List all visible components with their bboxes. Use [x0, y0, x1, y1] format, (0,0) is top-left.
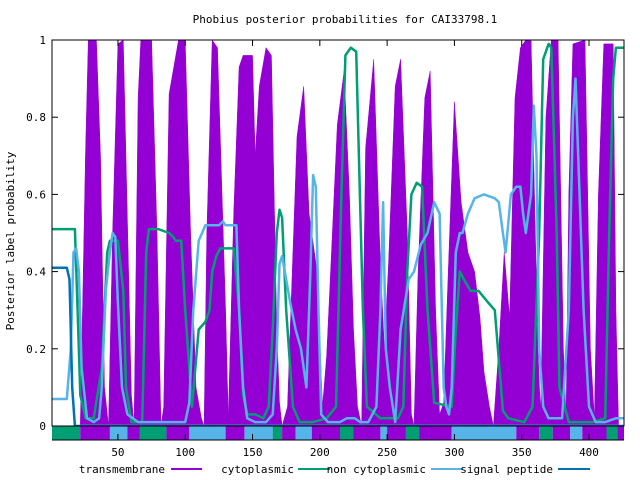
legend-label: transmembrane	[79, 463, 165, 476]
topology-segment	[244, 426, 273, 440]
topology-segment	[380, 426, 388, 440]
topology-bar	[52, 426, 624, 440]
topology-segment	[539, 426, 553, 440]
y-tick-label: 0	[39, 420, 46, 433]
y-tick-label: 0.4	[26, 266, 46, 279]
y-tick-label: 1	[39, 34, 46, 47]
topology-segment	[52, 426, 81, 440]
topology-segment	[570, 426, 583, 440]
topology-segment	[340, 426, 354, 440]
plot-area	[52, 39, 624, 428]
topology-segment	[282, 426, 296, 440]
topology-segment	[617, 426, 624, 440]
topology-segment	[311, 426, 341, 440]
x-tick-label: 300	[444, 446, 464, 459]
topology-segment	[272, 426, 283, 440]
topology-segment	[139, 426, 167, 440]
legend-label: cytoplasmic	[221, 463, 294, 476]
series-non-cytoplasmic-line-2	[52, 42, 624, 424]
legend-label: signal peptide	[460, 463, 553, 476]
topology-segment	[80, 426, 110, 440]
topology-segment	[582, 426, 607, 440]
series-signal-peptide-line-3	[52, 77, 624, 424]
topology-segment	[189, 426, 226, 440]
topology-segment	[127, 426, 140, 440]
legend: transmembrane cytoplasmic non cytoplasmic s…	[79, 463, 590, 476]
x-tick-label: 50	[111, 446, 124, 459]
y-axis-label: Posterior label probability	[4, 151, 17, 330]
x-tick-label: 350	[512, 446, 532, 459]
topology-segment	[295, 426, 312, 440]
series-transmembrane-area	[52, 39, 624, 427]
topology-segment	[552, 426, 571, 440]
y-tick-label: 0.8	[26, 111, 46, 124]
x-tick-label: 400	[579, 446, 599, 459]
topology-segment	[451, 426, 517, 440]
chart-title: Phobius posterior probabilities for CAI3…	[193, 13, 498, 26]
y-tick-label: 0.2	[26, 343, 46, 356]
topology-segment	[406, 426, 420, 440]
topology-segment	[353, 426, 381, 440]
x-tick-label: 100	[175, 446, 195, 459]
y-tick-label: 0.6	[26, 188, 46, 201]
x-tick-label: 150	[243, 446, 263, 459]
topology-segment	[387, 426, 406, 440]
topology-segment	[109, 426, 128, 440]
topology-segment	[225, 426, 245, 440]
topology-segment	[419, 426, 452, 440]
legend-label: non cytoplasmic	[327, 463, 426, 476]
x-tick-label: 250	[377, 446, 397, 459]
plot-frame	[51, 39, 625, 427]
topology-segment	[516, 426, 540, 440]
x-tick-label: 200	[310, 446, 330, 459]
topology-segment	[606, 426, 618, 440]
topology-segment	[166, 426, 190, 440]
